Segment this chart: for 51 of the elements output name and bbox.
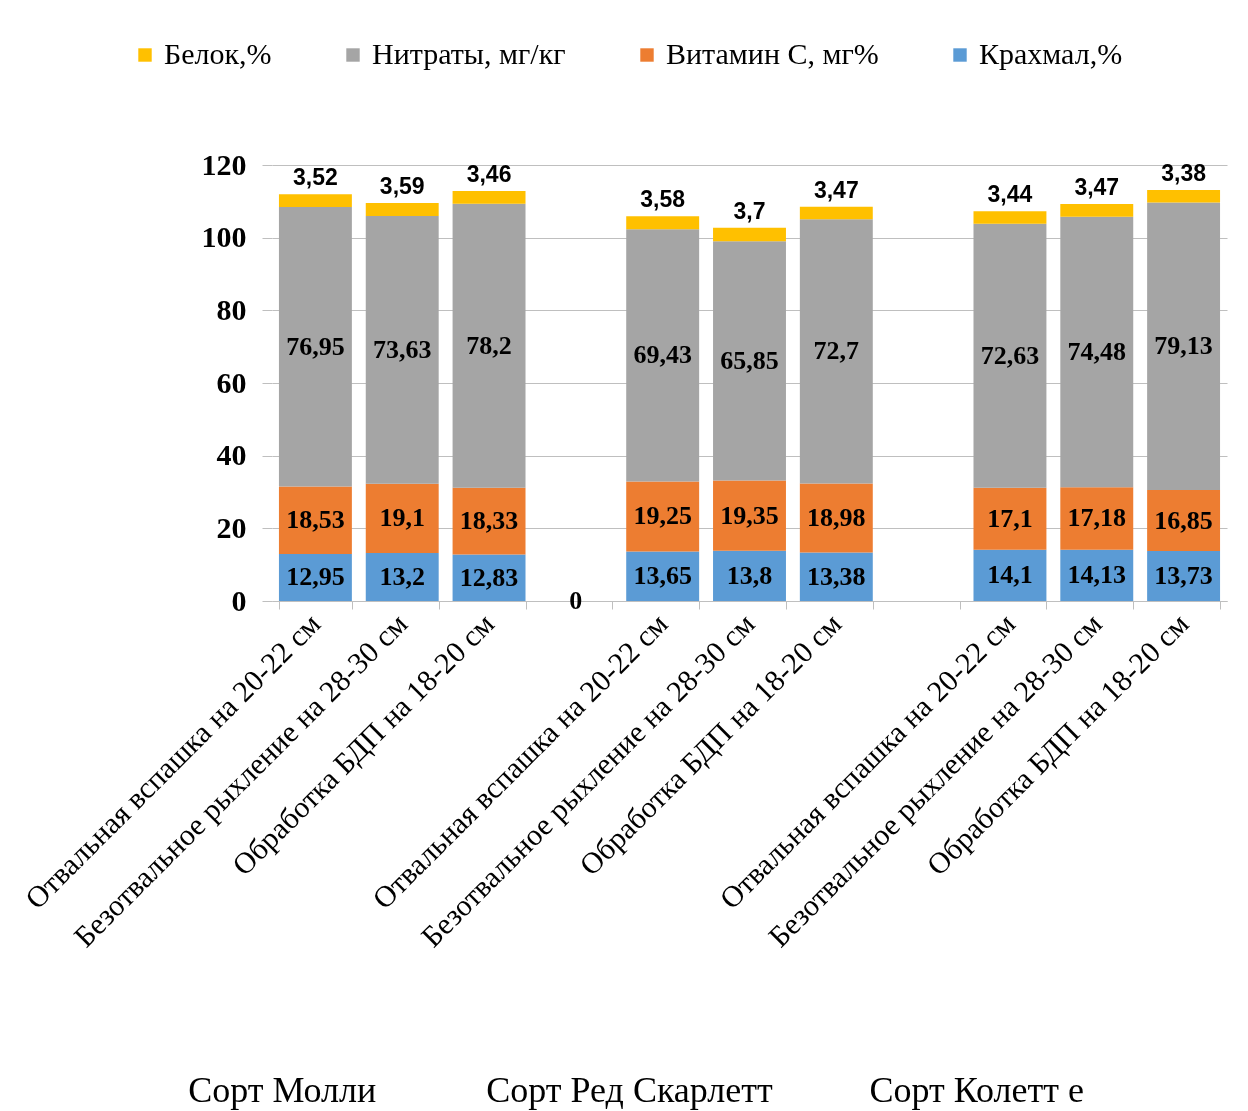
data-label: 3,47	[813, 176, 859, 203]
data-label: 76,95	[286, 331, 345, 361]
data-label: 19,35	[720, 500, 779, 530]
y-tick-label: 120	[201, 147, 247, 181]
data-label: 72,7	[813, 336, 860, 366]
data-label: 3,52	[293, 164, 338, 191]
legend-label: Белок,%	[164, 37, 272, 70]
data-label: 18,33	[459, 506, 519, 536]
data-label: 18,98	[807, 502, 866, 532]
data-label: 14,13	[1067, 560, 1127, 590]
text: Сорт Колетт е	[869, 1070, 1084, 1110]
data-label: 3,38	[1161, 160, 1207, 187]
legend-label: Нитраты, мг/кг	[372, 37, 566, 70]
data-label: 19,1	[379, 503, 425, 533]
y-tick-label: 80	[216, 292, 247, 326]
data-label: 0	[569, 586, 583, 615]
data-label: 12,83	[459, 562, 519, 592]
data-label: 72,63	[980, 340, 1040, 370]
y-tick-label: 100	[201, 220, 247, 254]
data-label: 19,25	[633, 501, 692, 531]
data-label: 17,18	[1067, 503, 1127, 533]
data-label: 74,48	[1067, 336, 1127, 366]
data-label: 17,1	[987, 503, 1033, 533]
legend-label: Витамин С, мг%	[666, 37, 879, 70]
data-label: 12,95	[286, 562, 345, 592]
data-label: 3,58	[640, 186, 686, 213]
data-label: 65,85	[720, 345, 779, 375]
data-label: 13,8	[726, 560, 773, 590]
y-tick-label: 60	[216, 365, 247, 399]
y-tick-label: 0	[231, 583, 247, 617]
data-label: 16,85	[1154, 505, 1213, 535]
data-label: 18,53	[286, 505, 345, 535]
legend-label: Крахмал,%	[979, 37, 1123, 70]
data-label: 3,47	[1074, 174, 1120, 201]
data-label: 14,1	[987, 560, 1033, 590]
data-label: 79,13	[1154, 331, 1213, 361]
text: Сорт Ред Скарлетт	[486, 1070, 774, 1110]
data-label: 13,65	[633, 561, 692, 591]
y-tick-label: 40	[216, 438, 247, 472]
y-tick-label: 20	[216, 510, 247, 544]
text: Сорт Молли	[188, 1070, 377, 1110]
data-label: 3,7	[733, 197, 766, 224]
data-label: 13,2	[379, 562, 425, 592]
data-label: 3,46	[466, 161, 512, 188]
data-label: 73,63	[372, 334, 432, 364]
data-label: 3,59	[379, 173, 425, 200]
data-label: 13,38	[807, 561, 866, 591]
data-label: 69,43	[633, 340, 692, 370]
data-label: 13,73	[1154, 561, 1213, 591]
data-label: 3,44	[987, 181, 1033, 208]
data-label: 78,2	[466, 330, 512, 360]
